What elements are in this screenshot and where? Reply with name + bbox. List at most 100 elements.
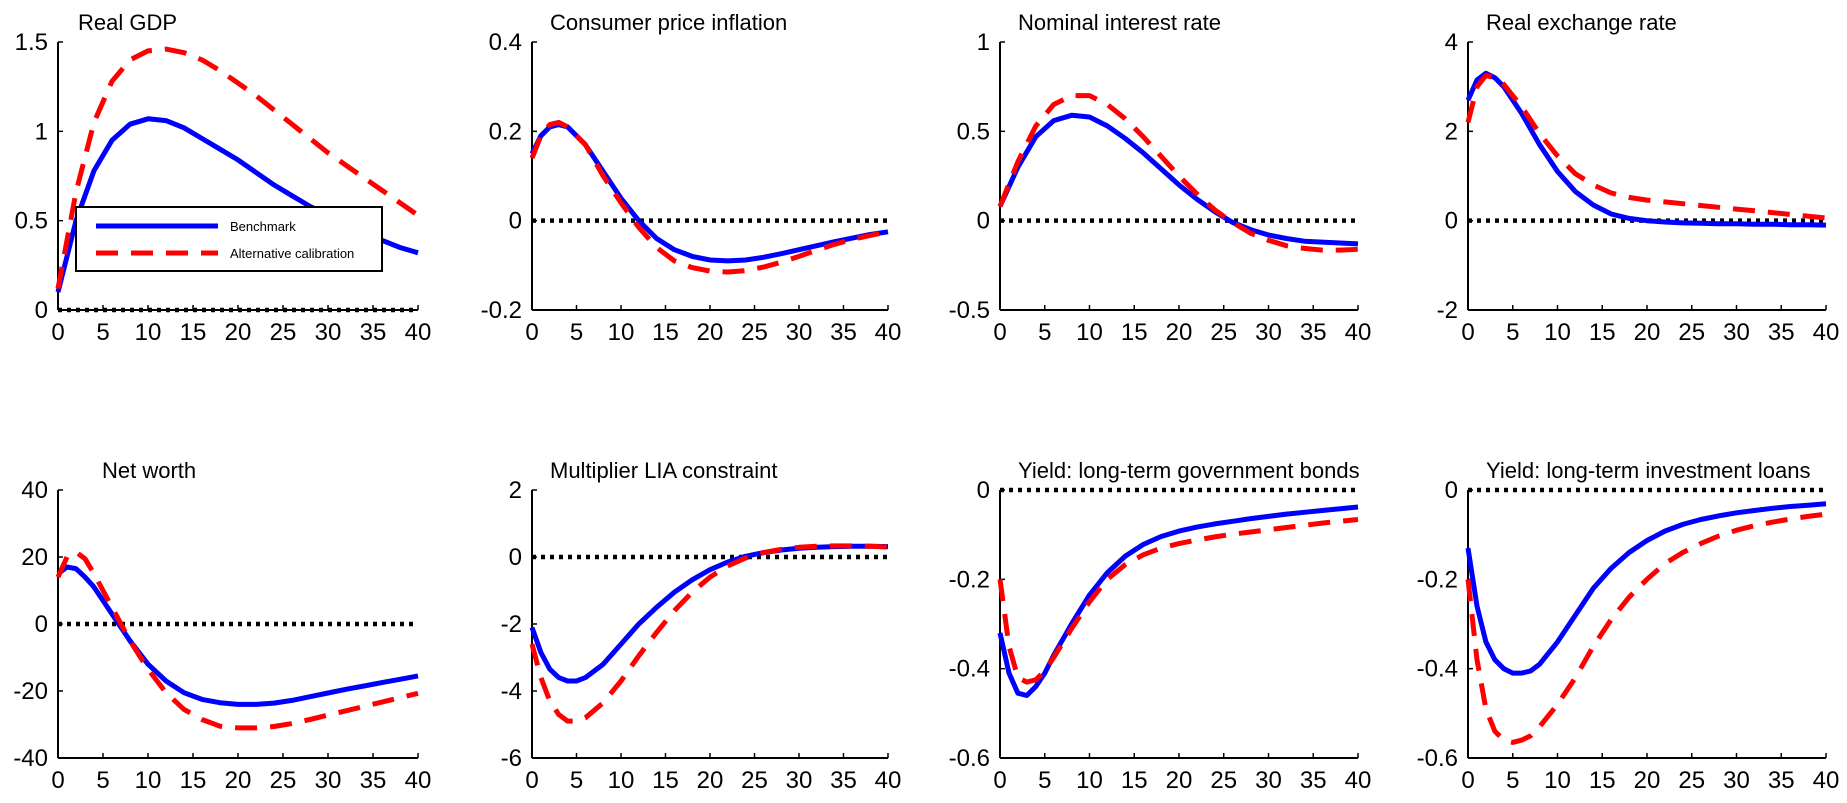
panel-title: Nominal interest rate xyxy=(1018,10,1221,35)
x-tick-label: 5 xyxy=(1506,319,1519,346)
alternative-line xyxy=(997,93,1359,253)
y-tick-label: -0.2 xyxy=(1417,566,1458,593)
benchmark-line xyxy=(1465,70,1827,228)
y-tick-label: -0.6 xyxy=(1417,745,1458,772)
x-tick-label: 25 xyxy=(270,767,297,794)
x-tick-label: 35 xyxy=(1300,319,1327,346)
x-tick-label: 15 xyxy=(180,767,207,794)
y-tick-label: 40 xyxy=(21,477,48,504)
legend-box xyxy=(75,206,383,272)
alternative-line xyxy=(1465,73,1827,221)
x-tick-label: 40 xyxy=(875,319,902,346)
x-tick-label: 20 xyxy=(697,767,724,794)
x-tick-label: 10 xyxy=(1076,319,1103,346)
panel-7: 0 5 10 15 20 25 30 35 40 -0.6 -0.4 -0.2 0 Yield: long… xyxy=(949,458,1372,794)
x-tick-label: 10 xyxy=(1076,767,1103,794)
y-tick-label: -0.2 xyxy=(949,566,990,593)
x-tick-label: 30 xyxy=(1255,767,1282,794)
benchmark-line xyxy=(997,504,1359,698)
x-tick-label: 5 xyxy=(96,767,109,794)
y-tick-label: 0 xyxy=(1445,208,1458,235)
y-tick-label: 1.5 xyxy=(15,29,48,56)
y-tick-label: 0 xyxy=(977,208,990,235)
x-tick-label: 35 xyxy=(830,319,857,346)
x-tick-label: 5 xyxy=(1038,767,1051,794)
y-tick-label: 20 xyxy=(21,544,48,571)
panel-title: Yield: long-term government bonds xyxy=(1018,458,1360,483)
x-tick-label: 35 xyxy=(360,319,387,346)
x-tick-label: 10 xyxy=(608,767,635,794)
x-tick-label: 30 xyxy=(315,767,342,794)
x-tick-label: 25 xyxy=(741,767,768,794)
x-tick-label: 10 xyxy=(135,319,162,346)
x-tick-label: 25 xyxy=(1210,767,1237,794)
alternative-line xyxy=(997,517,1359,685)
x-tick-label: 10 xyxy=(135,767,162,794)
x-tick-label: 25 xyxy=(1210,319,1237,346)
x-tick-label: 30 xyxy=(1723,319,1750,346)
x-tick-label: 35 xyxy=(1768,767,1795,794)
x-tick-label: 35 xyxy=(830,767,857,794)
x-tick-label: 30 xyxy=(1255,319,1282,346)
x-tick-label: 30 xyxy=(786,319,813,346)
panel-title: Multiplier LIA constraint xyxy=(550,458,777,483)
y-tick-label: -0.5 xyxy=(949,297,990,324)
benchmark-line xyxy=(997,112,1359,247)
x-tick-label: 25 xyxy=(270,319,297,346)
y-tick-label: 0.2 xyxy=(489,118,522,145)
x-tick-label: 0 xyxy=(993,319,1006,346)
y-tick-label: 1 xyxy=(35,118,48,145)
y-tick-label: 0.5 xyxy=(15,208,48,235)
panel-1: 0 5 10 15 20 25 30 35 40 0 0.5 1 1.5 Real GDP xyxy=(15,10,432,346)
x-tick-label: 5 xyxy=(570,319,583,346)
y-tick-label: -0.4 xyxy=(949,656,990,683)
benchmark-line xyxy=(56,564,419,707)
x-tick-label: 0 xyxy=(51,319,64,346)
panel-title: Consumer price inflation xyxy=(550,10,787,35)
y-tick-label: 0 xyxy=(977,477,990,504)
benchmark-line xyxy=(529,543,889,684)
x-tick-label: 20 xyxy=(697,319,724,346)
x-tick-label: 5 xyxy=(1506,767,1519,794)
x-tick-label: 0 xyxy=(1461,767,1474,794)
panel-title: Real exchange rate xyxy=(1486,10,1677,35)
x-tick-label: 30 xyxy=(315,319,342,346)
panel-title: Net worth xyxy=(102,458,196,483)
x-tick-label: 15 xyxy=(1121,319,1148,346)
y-tick-label: -20 xyxy=(13,678,48,705)
y-tick-label: 2 xyxy=(509,477,522,504)
x-tick-label: 15 xyxy=(180,319,207,346)
x-tick-label: 0 xyxy=(993,767,1006,794)
legend: Benchmark Alternative calibration xyxy=(75,206,383,272)
alternative-line xyxy=(55,549,419,731)
x-tick-label: 0 xyxy=(51,767,64,794)
x-tick-label: 20 xyxy=(225,319,252,346)
x-tick-label: 40 xyxy=(1813,767,1840,794)
x-tick-label: 15 xyxy=(652,319,679,346)
x-tick-label: 10 xyxy=(1544,319,1571,346)
x-tick-label: 0 xyxy=(525,319,538,346)
y-tick-label: -6 xyxy=(501,745,522,772)
y-tick-label: -0.4 xyxy=(1417,656,1458,683)
y-tick-label: 0 xyxy=(35,297,48,324)
x-tick-label: 40 xyxy=(1345,319,1372,346)
x-tick-label: 20 xyxy=(1634,767,1661,794)
y-tick-label: -0.6 xyxy=(949,745,990,772)
x-tick-label: 40 xyxy=(405,319,432,346)
x-tick-label: 35 xyxy=(1768,319,1795,346)
x-tick-label: 0 xyxy=(1461,319,1474,346)
x-tick-label: 25 xyxy=(1678,767,1705,794)
x-tick-label: 35 xyxy=(1300,767,1327,794)
x-tick-label: 25 xyxy=(1678,319,1705,346)
x-tick-label: 0 xyxy=(525,767,538,794)
legend-label: Benchmark xyxy=(230,219,296,234)
x-tick-label: 10 xyxy=(608,319,635,346)
y-tick-label: -40 xyxy=(13,745,48,772)
x-tick-label: 15 xyxy=(1121,767,1148,794)
panel-title: Yield: long-term investment loans xyxy=(1486,458,1810,483)
y-tick-label: -4 xyxy=(501,678,522,705)
